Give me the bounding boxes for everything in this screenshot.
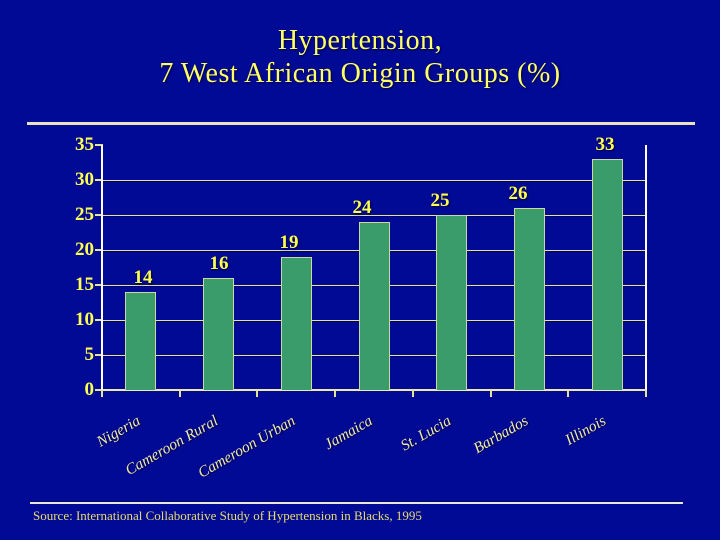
y-axis-tick-label: 0: [84, 379, 95, 400]
bar-value-label: 16: [209, 253, 229, 274]
bar: [125, 292, 156, 390]
x-axis-tick: [101, 390, 103, 397]
y-axis-tick: [95, 284, 103, 286]
x-axis-tick: [412, 390, 414, 397]
y-axis-tick: [95, 389, 103, 391]
x-axis-tick: [645, 390, 647, 397]
x-axis-category-label: Barbados: [470, 412, 531, 458]
y-axis-line: [101, 145, 103, 391]
bar: [281, 257, 312, 390]
x-axis-category-label: St. Lucia: [397, 412, 454, 455]
chart-title-line1: Hypertension,: [277, 25, 443, 56]
bar: [436, 215, 467, 390]
y-axis-tick-label: 20: [75, 239, 94, 260]
gridline: [102, 180, 646, 181]
bar-value-label: 25: [430, 190, 450, 211]
bar: [203, 278, 234, 390]
x-axis-category-label: Jamaica: [322, 412, 376, 454]
y-axis-tick: [95, 179, 103, 181]
y-axis-tick: [95, 249, 103, 251]
x-axis-line: [102, 389, 646, 391]
x-axis-category-label: Nigeria: [93, 412, 143, 451]
x-axis-category-label: Illinois: [562, 412, 609, 449]
x-axis-tick: [567, 390, 569, 397]
bar-value-label: 33: [595, 134, 615, 155]
x-axis-tick: [179, 390, 181, 397]
chart-title: Hypertension, 7 West African Origin Grou…: [0, 24, 720, 90]
gridline: [102, 215, 646, 216]
x-axis-tick: [334, 390, 336, 397]
x-axis-tick: [256, 390, 258, 397]
y-axis-tick-label: 35: [75, 134, 94, 155]
y-axis-tick-label: 5: [84, 344, 95, 365]
bar: [359, 222, 390, 390]
bar-value-label: 24: [352, 197, 372, 218]
title-underline: [27, 122, 695, 125]
bar: [592, 159, 623, 390]
source-note: Source: International Collaborative Stud…: [33, 508, 422, 523]
y-axis-tick-label: 10: [75, 309, 94, 330]
y-axis-tick-label: 25: [75, 204, 94, 225]
right-axis-line: [645, 145, 647, 391]
y-axis-tick: [95, 214, 103, 216]
y-axis-tick-label: 15: [75, 274, 94, 295]
y-axis-tick: [95, 354, 103, 356]
bar: [514, 208, 545, 390]
bar-value-label: 19: [279, 232, 299, 253]
x-axis-tick: [490, 390, 492, 397]
bar-value-label: 26: [508, 183, 528, 204]
y-axis-tick: [95, 319, 103, 321]
footer-rule: [30, 502, 683, 504]
bar-value-label: 14: [133, 267, 153, 288]
y-axis-tick-label: 30: [75, 169, 94, 190]
chart-title-line2: 7 West African Origin Groups (%): [159, 58, 561, 89]
y-axis-tick: [95, 144, 103, 146]
